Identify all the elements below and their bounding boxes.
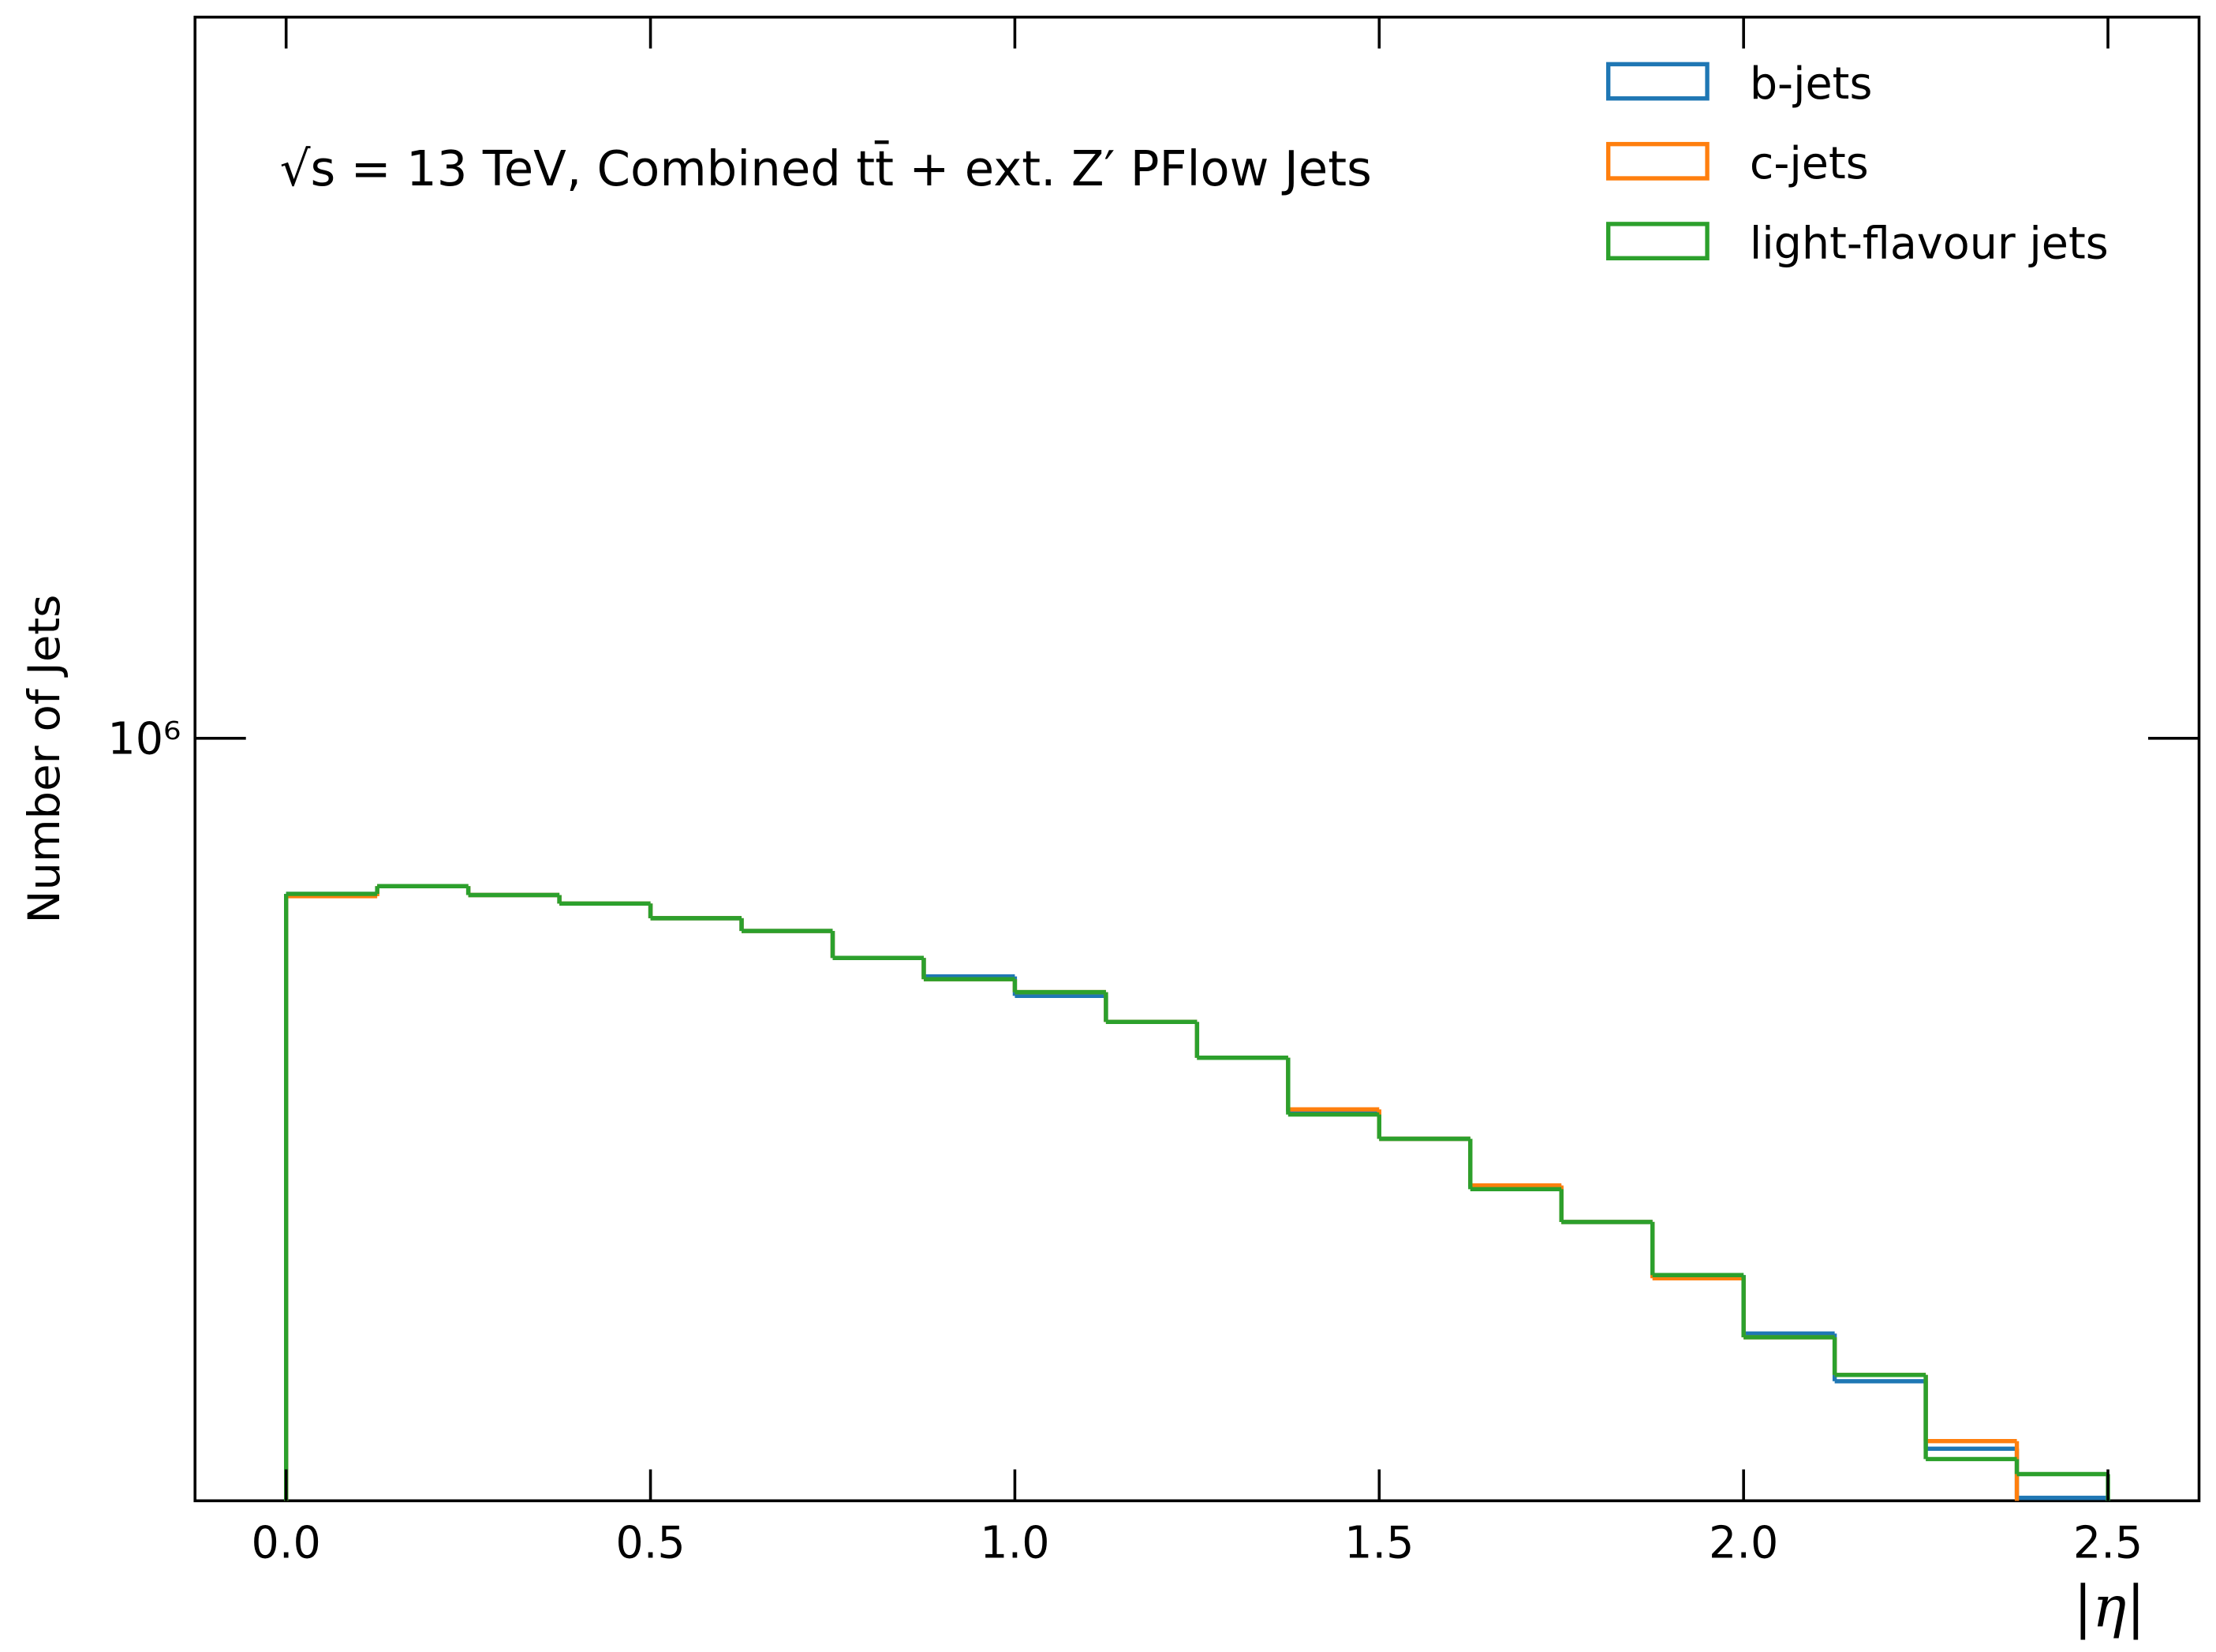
x-tick-label: 1.0 [980, 1517, 1049, 1568]
plot-frame [193, 15, 2201, 1503]
y-axis-label: Number of Jets [19, 595, 70, 924]
annotation: √s = 13 TeV, Combined tt̄ + ext. Z′ PFlo… [280, 140, 1372, 197]
y-tick-label: 10⁶ [107, 713, 181, 764]
x-axis-label: |η| [2073, 1573, 2145, 1639]
legend-swatch [1605, 222, 1710, 261]
x-tick-label: 1.5 [1344, 1517, 1414, 1568]
x-tick-label: 2.5 [2073, 1517, 2143, 1568]
plot-area [284, 884, 2110, 1501]
x-tick-label: 2.0 [1709, 1517, 1778, 1568]
legend-swatch [1605, 141, 1710, 181]
x-tick-label: 0.0 [252, 1517, 321, 1568]
legend-label: c-jets [1750, 138, 1869, 189]
legend-swatch [1605, 62, 1710, 101]
x-tick-label: 0.5 [615, 1517, 685, 1568]
legend-label: b-jets [1750, 58, 1873, 110]
legend-label: light-flavour jets [1750, 218, 2109, 269]
